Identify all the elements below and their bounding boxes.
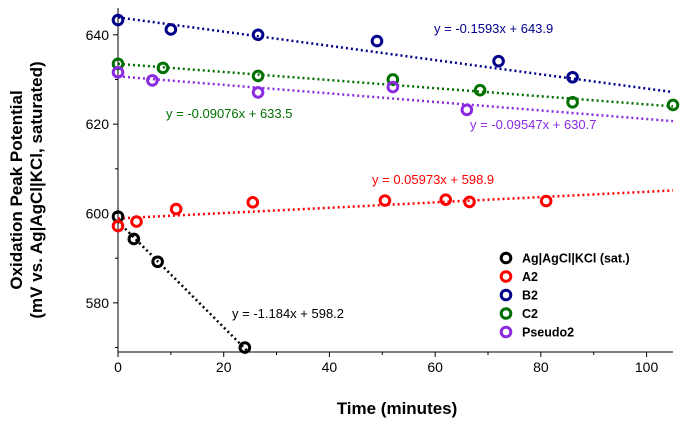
data-point xyxy=(566,95,579,109)
data-point xyxy=(238,341,252,354)
axis-titles: Time (minutes) Oxidation Peak Potential … xyxy=(7,61,457,418)
fit-line-a2 xyxy=(117,189,674,220)
equations-group: y = -1.184x + 598.2 y = 0.05973x + 598.9 y… xyxy=(166,21,596,321)
data-point xyxy=(169,202,183,216)
y-tick-label: 580 xyxy=(86,295,110,311)
legend-label: Ag|AgCl|KCl (sat.) xyxy=(522,252,630,266)
data-point xyxy=(246,196,260,209)
data-point xyxy=(251,28,265,42)
data-point xyxy=(463,195,476,209)
x-tick-label: 60 xyxy=(427,359,443,375)
data-point xyxy=(539,194,553,208)
data-point xyxy=(473,83,487,97)
data-point xyxy=(370,34,384,48)
data-point xyxy=(666,98,680,112)
axes-group: 0 20 40 60 80 100 580 600 620 640 xyxy=(86,8,673,375)
data-point xyxy=(386,73,400,86)
x-tick-label: 0 xyxy=(114,359,122,375)
data-point xyxy=(130,215,143,228)
x-tick-label: 100 xyxy=(635,359,659,375)
data-point xyxy=(164,23,178,36)
y-tick-label: 620 xyxy=(86,116,110,132)
data-point xyxy=(156,61,170,75)
x-tick-label: 20 xyxy=(216,359,232,375)
legend-marker xyxy=(499,270,513,283)
x-axis-title: Time (minutes) xyxy=(337,399,458,418)
legend-label: Pseudo2 xyxy=(522,326,574,340)
y-tick-label: 640 xyxy=(86,27,110,43)
fit-line-ag-agcl-kcl-sat- xyxy=(117,220,249,353)
data-point xyxy=(127,232,141,246)
legend-marker xyxy=(499,325,513,339)
legend-marker xyxy=(499,288,513,302)
data-point xyxy=(378,194,392,207)
data-point xyxy=(460,103,474,117)
data-point xyxy=(111,219,125,233)
data-points-group xyxy=(111,13,680,354)
data-point xyxy=(146,74,159,87)
y-axis-title-line1: Oxidation Peak Potential xyxy=(7,90,26,289)
data-point xyxy=(151,255,164,269)
data-point xyxy=(111,13,125,27)
legend-marker xyxy=(499,251,513,265)
data-point xyxy=(386,80,400,94)
legend-label: C2 xyxy=(522,307,538,321)
y-tick-label: 600 xyxy=(86,206,110,222)
x-tick-label: 80 xyxy=(533,359,549,375)
fit-equation-label: y = -0.1593x + 643.9 xyxy=(434,21,553,36)
data-point xyxy=(439,193,453,206)
data-point xyxy=(251,69,265,83)
fit-equation-label: y = 0.05973x + 598.9 xyxy=(372,172,494,187)
fit-lines-group xyxy=(117,16,674,353)
data-point xyxy=(492,54,505,68)
data-point xyxy=(111,66,125,79)
data-point xyxy=(566,70,579,84)
legend: Ag|AgCl|KCl (sat.) A2 B2 C2 Pseudo2 xyxy=(499,251,630,340)
legend-label: A2 xyxy=(522,270,538,284)
fit-equation-label: y = -0.09076x + 633.5 xyxy=(166,106,292,121)
x-tick-label: 40 xyxy=(322,359,338,375)
data-point xyxy=(251,86,265,99)
legend-marker xyxy=(499,307,513,320)
legend-label: B2 xyxy=(522,289,538,303)
fit-line-b2 xyxy=(117,16,674,94)
fit-equation-label: y = -0.09547x + 630.7 xyxy=(470,117,596,132)
fit-equation-label: y = -1.184x + 598.2 xyxy=(232,306,344,321)
y-axis-title-line2: (mV vs. Ag|AgCl|KCl, saturated) xyxy=(27,61,46,318)
